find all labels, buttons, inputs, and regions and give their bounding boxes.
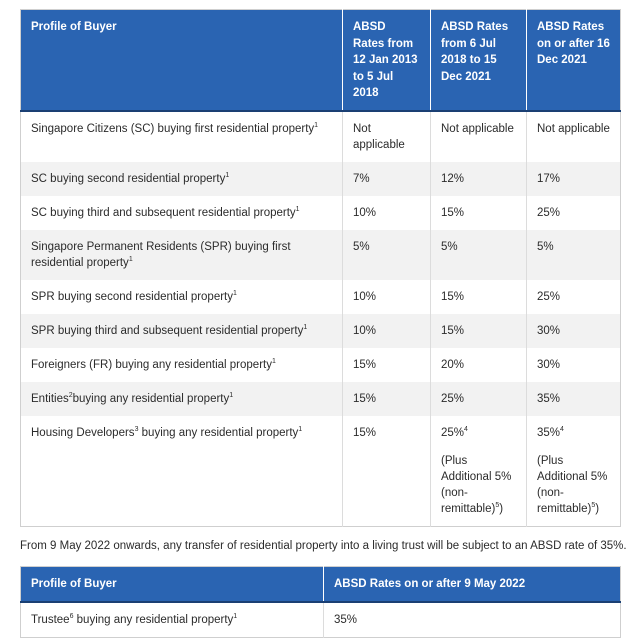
table-row: SPR buying second residential property1 … (20, 279, 621, 314)
footnote-ref: 5 (495, 501, 500, 509)
rate-cell: 17% (526, 161, 621, 196)
absd-content: Profile of Buyer ABSD Rates from 12 Jan … (20, 9, 627, 638)
profile-text: Entities (31, 392, 69, 405)
profile-cell: SPR buying third and subsequent resident… (20, 313, 343, 348)
table-row: Foreigners (FR) buying any residential p… (20, 347, 621, 382)
rate-cell: 15% (430, 195, 527, 230)
table-header-row: Profile of Buyer ABSD Rates from 12 Jan … (20, 9, 621, 112)
profile-text: buying any residential property (73, 613, 234, 626)
rate-cell: 35%4 (Plus Additional 5% (non-remittable)… (527, 416, 621, 527)
rate-cell: 10% (342, 195, 431, 230)
profile-cell: Singapore Permanent Residents (SPR) buyi… (20, 229, 343, 280)
table-row: Singapore Permanent Residents (SPR) buyi… (20, 229, 621, 280)
rate-value: 35% (537, 426, 561, 439)
rate-cell: Not applicable (342, 110, 431, 162)
table-row: SC buying second residential property1 7… (20, 161, 621, 196)
footnote-ref: 1 (233, 612, 238, 620)
rate-value: 25% (441, 426, 465, 439)
rate-cell: 10% (342, 313, 431, 348)
footnote-ref: 1 (225, 171, 230, 179)
rate-cell: 35% (334, 613, 358, 626)
note-text: ) (595, 502, 600, 515)
rate-cell: 5% (430, 229, 527, 280)
profile-text: SC buying third and subsequent residenti… (31, 206, 296, 219)
profile-cell: SPR buying second residential property1 (20, 279, 343, 314)
table-row: Trustee6 buying any residential property… (20, 601, 621, 637)
footnote-ref: 4 (464, 425, 468, 433)
table-row: Housing Developers3 buying any residenti… (20, 415, 621, 527)
table-row: Entities2buying any residential property… (20, 381, 621, 416)
footnote-ref: 1 (128, 255, 133, 263)
rate-cell: 12% (430, 161, 527, 196)
table-header-row: Profile of Buyer ABSD Rates on or after … (20, 566, 621, 603)
additional-note: (Plus Additional 5% (non-remittable)5) (441, 453, 516, 517)
rate-cell: 15% (430, 279, 527, 314)
profile-cell: Housing Developers3 buying any residenti… (20, 415, 343, 527)
profile-cell: SC buying second residential property1 (20, 161, 343, 196)
footnote-ref: 1 (233, 289, 237, 297)
profile-text: Housing Developers (31, 426, 135, 439)
rate-cell: 15% (342, 415, 431, 527)
footnote-ref: 1 (303, 323, 308, 331)
footnote-ref: 5 (591, 501, 596, 509)
profile-cell: Entities2buying any residential property… (20, 381, 343, 416)
rate-cell: 25% (430, 381, 527, 416)
profile-text: Trustee (31, 613, 70, 626)
table-row: Singapore Citizens (SC) buying first res… (20, 110, 621, 162)
rate-cell: 20% (430, 347, 527, 382)
profile-text: SPR buying third and subsequent resident… (31, 324, 304, 337)
profile-cell: Trustee6 buying any residential property… (20, 601, 324, 637)
footnote-ref: 1 (271, 357, 276, 365)
rate-cell: 5% (526, 229, 621, 280)
additional-note: (Plus Additional 5% (non-remittable)5) (537, 453, 610, 517)
footnote-ref: 4 (560, 425, 564, 433)
rate-cell: 15% (430, 313, 527, 348)
profile-cell: Singapore Citizens (SC) buying first res… (20, 110, 343, 162)
rate-cell: 25% (537, 290, 561, 303)
rate-cell: 10% (342, 279, 431, 314)
table-row: SPR buying third and subsequent resident… (20, 313, 621, 348)
header-rate-2022: ABSD Rates on or after 9 May 2022 (323, 566, 621, 603)
profile-text: Singapore Permanent Residents (SPR) buyi… (31, 240, 291, 269)
header-rate-2018: ABSD Rates from 6 Jul 2018 to 15 Dec 202… (430, 9, 527, 112)
rate-cell: 30% (537, 358, 561, 371)
rate-cell: 15% (342, 347, 431, 382)
footnote-ref: 1 (295, 205, 300, 213)
rate-cell: 15% (342, 381, 431, 416)
header-rate-2013: ABSD Rates from 12 Jan 2013 to 5 Jul 201… (342, 9, 431, 112)
profile-text: buying any residential property (138, 426, 299, 439)
table-body: Singapore Citizens (SC) buying first res… (20, 110, 621, 527)
header-profile: Profile of Buyer (20, 9, 343, 112)
profile-text: buying any residential property (72, 392, 230, 405)
footnote-ref: 1 (229, 391, 234, 399)
footnote-ref: 1 (298, 425, 303, 433)
profile-text: Foreigners (FR) buying any residential p… (31, 358, 272, 371)
rate-cell: 25%4 (Plus Additional 5% (non-remittable)… (430, 415, 527, 527)
header-profile: Profile of Buyer (20, 566, 324, 603)
footnote-ref: 2 (68, 391, 73, 399)
rate-cell: Not applicable (537, 122, 610, 135)
footnote-ref: 3 (134, 425, 139, 433)
rate-cell: Not applicable (430, 110, 527, 162)
rate-cell: 35% (526, 381, 621, 416)
rate-cell: 7% (342, 161, 431, 196)
living-trust-note: From 9 May 2022 onwards, any transfer of… (20, 540, 627, 552)
note-text: ) (499, 502, 504, 515)
rate-cell: 25% (537, 206, 561, 219)
note-text: (Plus Additional 5% (non-remittable) (537, 454, 608, 515)
rate-cell: 5% (342, 229, 431, 280)
profile-text: SC buying second residential property (31, 172, 226, 185)
header-rate-2021: ABSD Rates on or after 16 Dec 2021 (526, 9, 621, 112)
trustee-rates-table: Profile of Buyer ABSD Rates on or after … (20, 566, 621, 638)
profile-cell: SC buying third and subsequent residenti… (20, 195, 343, 230)
table-row: SC buying third and subsequent residenti… (20, 195, 621, 230)
profile-text: SPR buying second residential property (31, 290, 234, 303)
note-text: (Plus Additional 5% (non-remittable) (441, 454, 512, 515)
rate-cell: 30% (526, 313, 621, 348)
footnote-ref: 1 (314, 121, 319, 129)
profile-cell: Foreigners (FR) buying any residential p… (20, 347, 343, 382)
absd-rates-table: Profile of Buyer ABSD Rates from 12 Jan … (20, 9, 621, 527)
profile-text: Singapore Citizens (SC) buying first res… (31, 122, 315, 135)
